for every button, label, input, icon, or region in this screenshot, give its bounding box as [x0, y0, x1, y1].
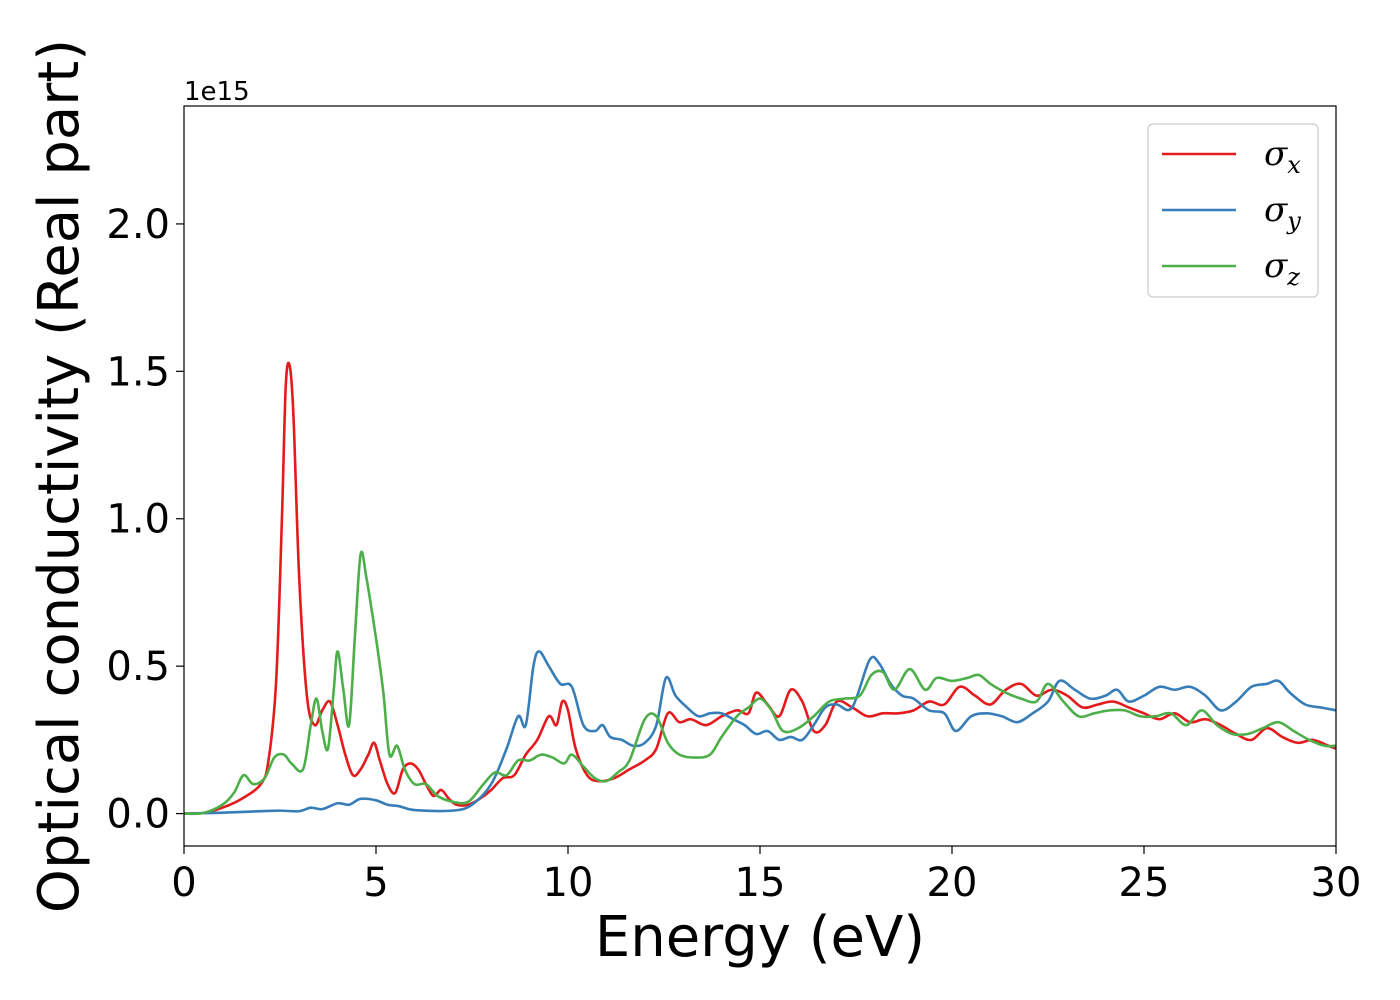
x-tick-label: 0: [171, 860, 196, 906]
y-tick-label: 2.0: [106, 202, 170, 248]
x-tick-label: 20: [927, 860, 978, 906]
y-tick-label: 1.0: [106, 497, 170, 543]
y-axis: 0.0 0.5 1.0 1.5 2.0: [106, 202, 184, 838]
x-tick-label: 5: [363, 860, 388, 906]
x-axis: 0 5 10 15 20 25 30: [171, 846, 1361, 906]
y-axis-title: Optical conductivity (Real part): [27, 39, 92, 913]
x-tick-label: 25: [1119, 860, 1170, 906]
x-tick-label: 15: [735, 860, 786, 906]
series-line-y: [184, 650, 1336, 815]
legend-label-x: σx: [1264, 134, 1301, 179]
series-layer: [184, 361, 1336, 816]
x-tick-label: 10: [543, 860, 594, 906]
series-line-x: [184, 361, 1336, 815]
x-tick-label: 30: [1311, 860, 1362, 906]
y-offset-text: 1e15: [184, 77, 250, 107]
series-line-z: [184, 550, 1336, 816]
x-axis-title: Energy (eV): [595, 905, 925, 970]
y-tick-label: 1.5: [106, 349, 170, 395]
y-tick-label: 0.5: [106, 644, 170, 690]
y-tick-label: 0.0: [106, 792, 170, 838]
